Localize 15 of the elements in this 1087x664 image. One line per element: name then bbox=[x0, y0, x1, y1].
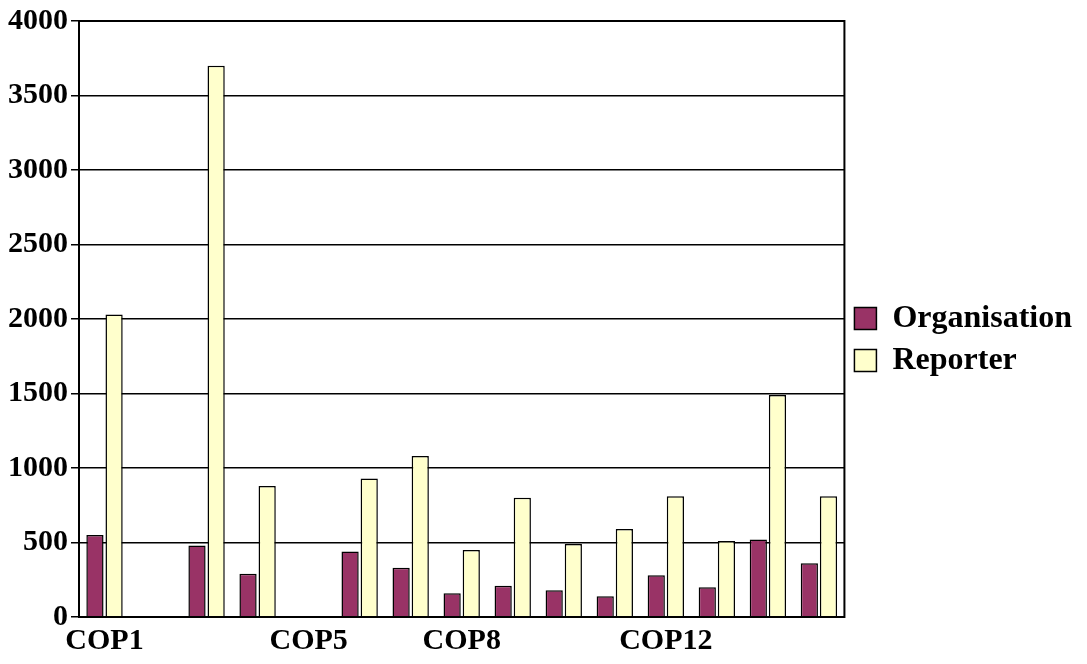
x-tick-label: COP8 bbox=[422, 621, 501, 655]
y-tick-label: 1000 bbox=[8, 448, 68, 482]
y-tick-label: 2500 bbox=[8, 225, 68, 259]
x-tick-label: COP5 bbox=[269, 621, 348, 655]
y-tick-label: 3000 bbox=[8, 150, 68, 184]
y-tick-label: 500 bbox=[23, 523, 68, 557]
legend-label: Organisation bbox=[892, 297, 1073, 334]
x-tick-label: COP1 bbox=[65, 621, 144, 655]
legend-label: Reporter bbox=[892, 339, 1017, 376]
x-tick-label: COP12 bbox=[619, 621, 713, 655]
y-tick-label: 4000 bbox=[8, 1, 68, 35]
y-tick-label: 3500 bbox=[8, 76, 68, 110]
y-tick-label: 2000 bbox=[8, 299, 68, 333]
y-tick-label: 0 bbox=[53, 597, 68, 631]
y-tick-label: 1500 bbox=[8, 374, 68, 408]
